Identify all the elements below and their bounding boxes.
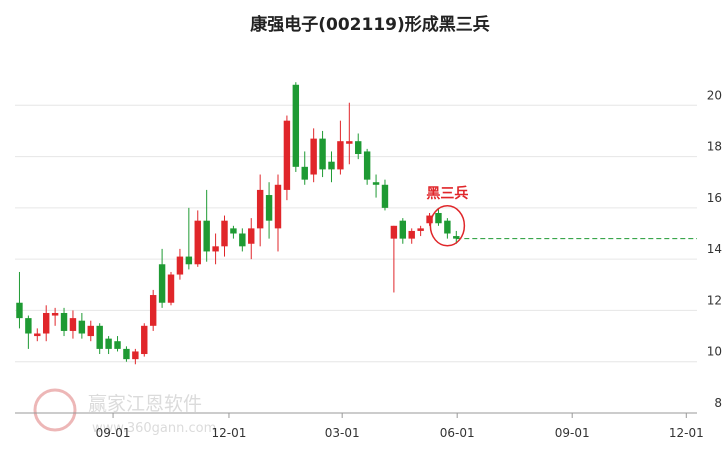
candle-body — [426, 215, 433, 224]
watermark-logo — [33, 388, 77, 432]
candle-body — [60, 312, 68, 331]
candle-body — [212, 246, 219, 252]
candle-body — [42, 312, 50, 334]
candle-body — [69, 318, 77, 331]
candle-body — [319, 138, 326, 170]
candle-body — [203, 220, 210, 252]
candle-body — [176, 256, 184, 275]
candle-body — [185, 256, 193, 265]
x-tick-label: 06-01 — [440, 426, 475, 440]
x-tick-label: 12-01 — [669, 426, 704, 440]
candle-body — [114, 341, 121, 349]
y-tick-label: 12 — [707, 293, 722, 307]
candle-body — [444, 220, 451, 234]
x-tick-label: 03-01 — [325, 426, 360, 440]
watermark-url: www.360gann.com — [92, 421, 216, 436]
candle-body — [265, 195, 273, 221]
candle-body — [399, 220, 407, 239]
y-tick-label: 14 — [707, 242, 722, 256]
x-tick-label: 09-01 — [555, 426, 590, 440]
candle-body — [123, 348, 130, 360]
watermark-text: 赢家江恩软件 — [88, 393, 202, 415]
candle-body — [239, 233, 246, 247]
watermark: 赢家江恩软件 www.360gann.com — [33, 388, 216, 436]
candle-body — [363, 151, 371, 180]
candle-body — [132, 351, 139, 360]
candle-body — [51, 312, 59, 316]
candle-body — [355, 141, 362, 155]
annotation-circle — [429, 205, 466, 247]
candle-body — [25, 318, 32, 334]
candle-body — [78, 320, 86, 334]
candle-body — [248, 228, 255, 244]
y-tick-label: 8 — [714, 396, 722, 410]
candle-body — [16, 302, 23, 319]
candle-body — [337, 141, 344, 170]
candle-body — [372, 182, 380, 185]
y-tick-label: 18 — [707, 140, 722, 154]
candle-body — [96, 325, 103, 349]
candle-body — [328, 161, 335, 170]
candle-body — [149, 295, 157, 326]
candle-body — [274, 184, 282, 229]
chart-title: 康强电子(002119)形成黑三兵 — [250, 14, 490, 35]
candle-body — [390, 225, 398, 239]
candle-body — [417, 228, 424, 231]
candle-body — [283, 120, 291, 190]
candle-body — [381, 184, 389, 208]
candle-body — [87, 325, 94, 337]
candle-body — [435, 212, 442, 224]
candle-body — [141, 325, 148, 355]
candle-body — [292, 84, 300, 167]
candle-body — [105, 338, 112, 349]
candle-body — [301, 166, 308, 180]
y-tick-label: 16 — [707, 191, 722, 205]
x-tick-label: 09-01 — [96, 426, 131, 440]
candle-body — [158, 264, 166, 303]
candle-body — [194, 220, 201, 265]
x-tick-label: 12-01 — [212, 426, 247, 440]
candle-body — [346, 141, 353, 144]
candle-body — [34, 333, 41, 337]
candle-body — [230, 228, 237, 234]
candle-body — [256, 189, 264, 229]
candle-body — [167, 274, 175, 303]
candle-body — [408, 230, 415, 239]
y-tick-label: 10 — [707, 345, 722, 359]
y-tick-label: 20 — [707, 88, 722, 102]
candle-body — [221, 220, 228, 247]
candle-body — [453, 236, 460, 239]
annotation: 黑三兵 — [426, 185, 468, 202]
candle-body — [310, 138, 317, 175]
